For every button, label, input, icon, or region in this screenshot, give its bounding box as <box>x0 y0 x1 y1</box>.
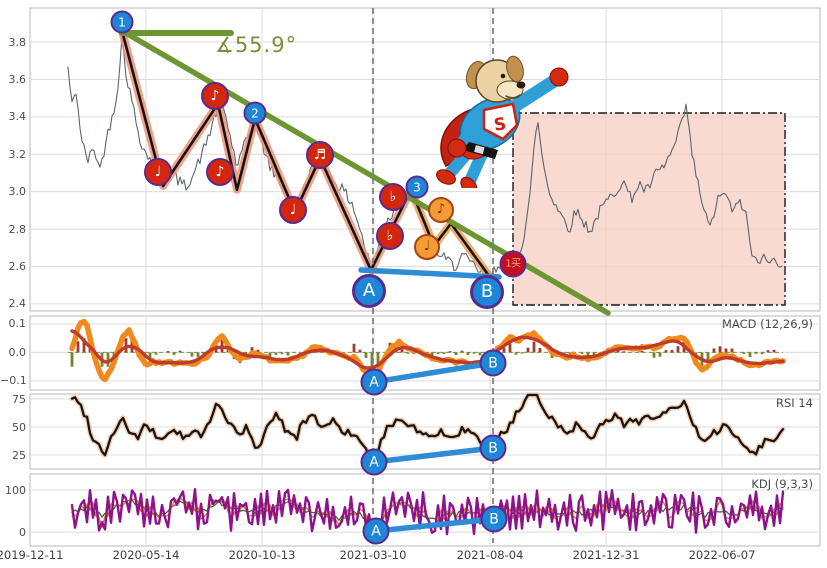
x-tick-label-date: 2020-05-14 <box>112 548 180 562</box>
dog-mouth <box>505 94 521 99</box>
dog-glove <box>447 138 467 158</box>
note-marker-♩: ♩ <box>144 158 172 186</box>
point-marker-A: A <box>352 274 386 308</box>
rsi-panel-label: RSI 14 <box>776 396 813 410</box>
y-tick-label-rsi: 75 <box>12 392 26 406</box>
note-marker-♭: ♭ <box>379 183 407 211</box>
dog-shield-letter: S <box>493 114 508 136</box>
point-marker-B: B <box>480 505 508 533</box>
x-tick-label-date: 2022-06-07 <box>688 548 756 562</box>
y-tick-label-price: 3.2 <box>8 147 27 161</box>
y-tick-label-macd: 0.1 <box>8 317 27 331</box>
dog-arm <box>505 74 561 115</box>
x-tick-label-date: 2021-12-31 <box>572 548 640 562</box>
point-marker-B: B <box>479 434 507 462</box>
note-marker-♪: ♪ <box>428 197 454 223</box>
y-tick-label-price: 3.8 <box>8 35 27 49</box>
y-tick-label-price: 3.0 <box>8 185 27 199</box>
macd-panel-label: MACD (12,26,9) <box>722 317 813 331</box>
note-marker-♪: ♪ <box>201 82 229 110</box>
point-marker-A: A <box>362 517 390 545</box>
note-marker-♪: ♪ <box>206 158 234 186</box>
dog-muzzle <box>496 80 524 100</box>
x-tick-label-date: 2019-12-11 <box>0 548 64 562</box>
dog-boot <box>460 176 478 188</box>
y-tick-label-rsi: 25 <box>12 448 26 462</box>
point-marker-B: B <box>470 275 504 309</box>
y-tick-label-price: 2.4 <box>8 297 27 311</box>
kdj-panel-label: KDJ (9,3,3) <box>751 477 813 491</box>
wave-number-marker-2: 2 <box>243 101 267 125</box>
note-marker-♩: ♩ <box>414 234 440 260</box>
y-tick-label-kdj: 0 <box>19 525 26 539</box>
y-tick-label-price: 2.6 <box>8 259 27 273</box>
x-tick-label-date: 2020-10-13 <box>228 548 296 562</box>
x-tick-label-date: 2021-08-04 <box>456 548 524 562</box>
point-marker-A: A <box>360 368 388 396</box>
wave-number-marker-1: 1 <box>110 10 134 34</box>
y-tick-label-macd: −0.1 <box>0 374 27 388</box>
wave-number-marker-3: 3 <box>405 175 429 199</box>
dog-eye <box>500 73 506 79</box>
y-tick-label-price: 2.8 <box>8 222 27 236</box>
dog-shield <box>482 102 519 141</box>
x-tick-label-date: 2021-03-10 <box>339 548 407 562</box>
y-tick-label-macd: 0.0 <box>8 345 27 359</box>
point-marker-A: A <box>360 448 388 476</box>
dog-nose <box>516 81 526 89</box>
dog-ear <box>506 55 524 83</box>
y-tick-label-rsi: 50 <box>12 420 26 434</box>
dog-buckle <box>474 145 485 155</box>
buy-signal-marker-1买: 1买 <box>499 250 527 278</box>
dog-boot <box>436 169 456 185</box>
y-tick-label-kdj: 100 <box>5 483 26 497</box>
superhero-dog-illustration: S <box>436 55 569 188</box>
y-tick-label-price: 3.6 <box>8 72 27 86</box>
note-marker-♬: ♬ <box>306 141 334 169</box>
dog-leg <box>464 148 488 187</box>
note-marker-♩: ♩ <box>279 196 307 224</box>
y-tick-label-price: 3.4 <box>8 110 27 124</box>
note-marker-♭: ♭ <box>376 222 404 250</box>
trendline-angle-label: ∡55.9° <box>215 33 298 57</box>
dog-glove <box>549 67 569 87</box>
point-marker-B: B <box>479 349 507 377</box>
